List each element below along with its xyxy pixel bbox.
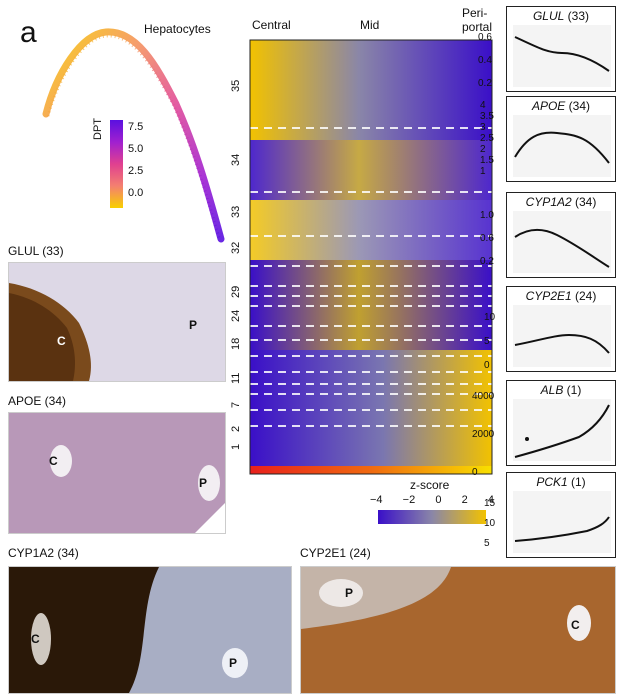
dpt-label: DPT: [92, 118, 104, 140]
zscore-colorbar: [378, 510, 486, 524]
trend-glul-yticks: 0.6 0.4 0.2: [478, 32, 492, 89]
ihc-cyp2e1-p: P: [345, 586, 353, 600]
zscore-ticks: −4 −2 0 2 4: [370, 494, 494, 506]
ihc-cyp1a2-c: C: [31, 632, 40, 646]
trend-pck1-yticks: 15 10 5: [484, 498, 496, 549]
hm-tick-18: 18: [230, 337, 242, 350]
ihc-glul-c: C: [57, 334, 66, 348]
ihc-apoe-p: P: [199, 476, 207, 490]
hm-tick-33: 33: [230, 205, 242, 218]
ihc-cyp1a2-label: CYP1A2 (34): [8, 546, 79, 560]
trend-plot-pck1: PCK1 (1): [506, 472, 616, 558]
hm-tick-34: 34: [230, 153, 242, 166]
ihc-cyp2e1-label: CYP2E1 (24): [300, 546, 371, 560]
ihc-glul-image: C P: [8, 262, 226, 382]
trend-plot-alb: ALB (1): [506, 380, 616, 466]
hm-tick-11: 11: [230, 372, 242, 384]
heatmap-body: [249, 39, 493, 475]
ihc-cyp2e1-image: P C: [300, 566, 616, 694]
trend-apoe-yticks: 4 3.5 3 2.5 2 1.5 1: [480, 100, 494, 177]
trend-plot-apoe: APOE (34): [506, 96, 616, 182]
trajectory-title: Hepatocytes: [144, 22, 211, 36]
ihc-cyp1a2-p: P: [229, 656, 237, 670]
ihc-cyp1a2-image: C P: [8, 566, 292, 694]
trajectory-plot: [42, 28, 225, 243]
panel-letter: a: [20, 16, 37, 49]
trend-cyp1a2-yticks: 1.0 0.6 0.2: [480, 210, 494, 267]
dpt-colorbar: [110, 120, 123, 208]
trend-cyp2e1-yticks: 10 5 0: [484, 312, 496, 371]
dpt-ticks: 7.5 5.0 2.5 0.0: [128, 121, 144, 199]
hm-tick-1: 1: [230, 443, 242, 450]
heatmap-col-periportal: Peri- portal: [462, 6, 493, 34]
hm-tick-35: 35: [230, 79, 242, 92]
ihc-cyp2e1-c: C: [571, 618, 580, 632]
hm-tick-32: 32: [230, 241, 242, 254]
heatmap-col-mid: Mid: [360, 18, 380, 32]
heatmap: [249, 39, 493, 475]
ihc-glul-label: GLUL (33): [8, 244, 64, 258]
ihc-apoe-image: C P: [8, 412, 226, 534]
ihc-glul-p: P: [189, 318, 197, 332]
trend-alb-yticks: 4000 2000 0: [472, 391, 495, 478]
trend-plot-cyp1a2: CYP1A2 (34): [506, 192, 616, 278]
hm-tick-2: 2: [230, 425, 242, 432]
trend-plot-glul: GLUL (33): [506, 6, 616, 92]
ihc-apoe-c: C: [49, 454, 58, 468]
pseudotime-strip: [250, 466, 492, 474]
heatmap-col-central: Central: [252, 18, 291, 32]
hm-tick-29: 29: [230, 285, 242, 298]
trend-plot-cyp2e1: CYP2E1 (24): [506, 286, 616, 372]
ihc-apoe-label: APOE (34): [8, 394, 67, 408]
hm-tick-7: 7: [230, 401, 242, 408]
hm-tick-24: 24: [230, 309, 242, 322]
zscore-label: z-score: [410, 478, 450, 492]
